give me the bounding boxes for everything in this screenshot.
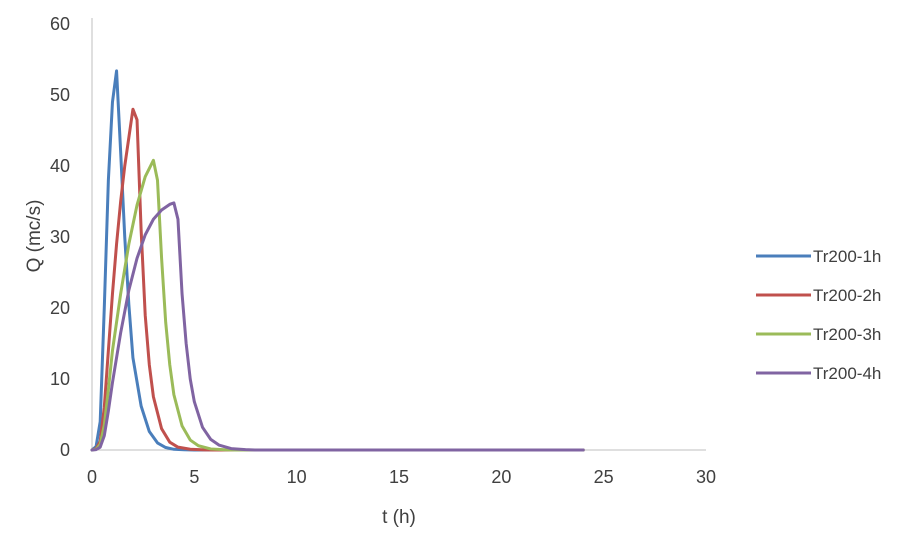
y-tick-label: 10 (50, 369, 70, 389)
y-tick-label: 0 (60, 440, 70, 460)
y-axis-title: Q (mc/s) (24, 200, 45, 273)
series-lines (90, 69, 585, 452)
x-tick-label: 15 (389, 467, 409, 487)
legend: Tr200-1h Tr200-2h Tr200-3h Tr200-4h (756, 247, 881, 383)
y-tick-label: 40 (50, 156, 70, 176)
x-tick-label: 30 (696, 467, 716, 487)
x-tick-label: 25 (594, 467, 614, 487)
series-line-2 (90, 107, 585, 452)
legend-label-2: Tr200-2h (813, 286, 881, 305)
x-tick-label: 10 (287, 467, 307, 487)
legend-label-3: Tr200-3h (813, 325, 881, 344)
y-tick-label: 20 (50, 298, 70, 318)
legend-label-1: Tr200-1h (813, 247, 881, 266)
x-tick-label: 5 (189, 467, 199, 487)
y-tick-label: 60 (50, 14, 70, 34)
x-tick-label: 0 (87, 467, 97, 487)
x-tick-label: 20 (491, 467, 511, 487)
x-axis-title: t (h) (382, 507, 416, 528)
series-line-4 (90, 201, 585, 452)
y-tick-label: 50 (50, 85, 70, 105)
legend-label-4: Tr200-4h (813, 364, 881, 383)
series-line-3 (90, 158, 585, 452)
y-tick-label: 30 (50, 227, 70, 247)
axes: 0 5 10 15 20 25 30 0 10 20 30 40 50 60 (50, 14, 716, 487)
series-line-1 (90, 69, 585, 452)
